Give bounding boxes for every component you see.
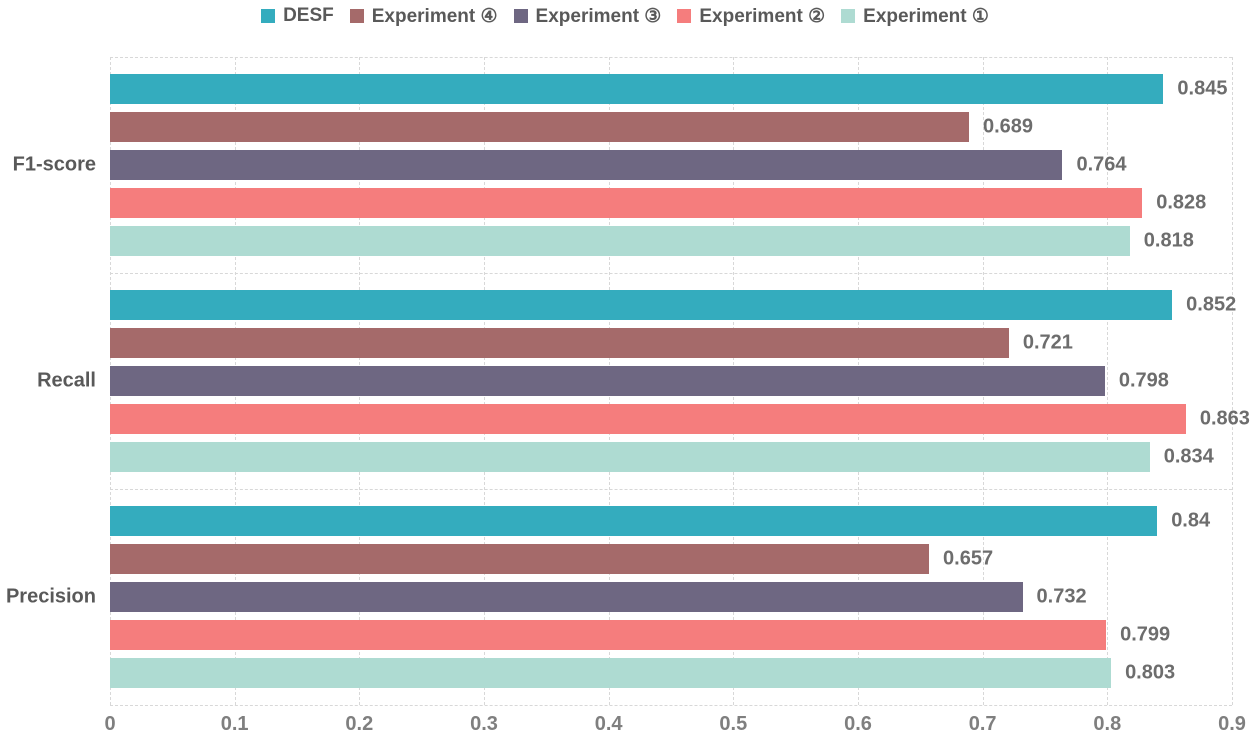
bar-row: 0.721 — [110, 328, 1232, 358]
x-axis-tick-label: 0.2 — [345, 713, 374, 735]
bar-experiment-precision — [110, 544, 930, 574]
bar-row: 0.764 — [110, 150, 1232, 180]
bar-value-label: 0.834 — [1163, 445, 1214, 468]
x-axis-tick-label: 0.1 — [220, 713, 249, 735]
bar-row: 0.657 — [110, 544, 1232, 574]
gridline-horizontal — [110, 705, 1232, 706]
x-axis-tick-label: 0.3 — [470, 713, 498, 735]
legend-label: Experiment ② — [699, 5, 826, 27]
bar-experiment-recall — [110, 442, 1150, 472]
x-axis-tick-label: 0.9 — [1218, 713, 1246, 735]
bar-value-label: 0.852 — [1186, 293, 1237, 316]
bar-row: 0.803 — [110, 658, 1232, 688]
category-label-recall: Recall — [37, 369, 96, 392]
bar-row: 0.863 — [110, 404, 1250, 434]
bar-experiment-f1-score — [110, 150, 1063, 180]
legend-swatch-icon — [349, 9, 364, 23]
bar-experiment-f1-score — [110, 112, 969, 142]
bar-value-label: 0.764 — [1076, 153, 1127, 176]
bar-row: 0.852 — [110, 290, 1236, 320]
gridline-vertical — [1107, 57, 1109, 705]
bar-experiment-precision — [110, 582, 1023, 612]
legend-swatch-icon — [841, 9, 856, 23]
bar-row: 0.732 — [110, 582, 1232, 612]
category-label-f1-score: F1-score — [12, 153, 96, 176]
bar-value-label: 0.828 — [1156, 191, 1207, 214]
bar-desf-f1-score — [110, 74, 1164, 104]
gridline-horizontal — [110, 489, 1232, 490]
bar-value-label: 0.799 — [1120, 623, 1171, 646]
bar-value-label: 0.845 — [1177, 77, 1228, 100]
bar-experiment-f1-score — [110, 188, 1143, 218]
bar-row: 0.798 — [110, 366, 1232, 396]
gridline-vertical — [1232, 57, 1233, 705]
legend-item-experiment: Experiment ③ — [513, 5, 662, 28]
bar-value-label: 0.798 — [1118, 369, 1169, 392]
bar-value-label: 0.732 — [1036, 585, 1087, 608]
legend-swatch-icon — [261, 9, 276, 23]
bar-row: 0.689 — [110, 112, 1232, 142]
legend-swatch-icon — [513, 9, 528, 23]
legend-swatch-icon — [677, 9, 692, 23]
legend-item-experiment: Experiment ① — [841, 5, 989, 28]
category-label-precision: Precision — [5, 585, 96, 608]
chart-legend: DESF Experiment ④ Experiment ③ Experiment ②… — [0, 2, 1250, 30]
bar-value-label: 0.803 — [1125, 661, 1176, 684]
bar-experiment-precision — [110, 620, 1107, 650]
legend-label: DESF — [283, 5, 334, 26]
bar-row: 0.845 — [110, 74, 1232, 104]
bar-experiment-recall — [110, 328, 1009, 358]
legend-item-experiment: Experiment ④ — [349, 5, 498, 28]
gridline-horizontal — [110, 57, 1232, 58]
bar-row: 0.799 — [110, 620, 1232, 650]
bar-value-label: 0.721 — [1022, 331, 1073, 354]
gridline-horizontal — [110, 273, 1232, 274]
bar-experiment-precision — [110, 658, 1112, 688]
bar-value-label: 0.84 — [1171, 509, 1211, 532]
bar-experiment-recall — [110, 366, 1105, 396]
legend-label: Experiment ① — [863, 5, 989, 27]
bar-row: 0.818 — [110, 226, 1232, 256]
legend-item-experiment: Experiment ② — [677, 5, 825, 28]
bar-experiment-f1-score — [110, 226, 1130, 256]
bar-desf-recall — [110, 290, 1173, 320]
x-axis-tick-label: 0.4 — [594, 713, 623, 735]
legend-label: Experiment ④ — [371, 5, 498, 27]
x-axis-tick-label: 0.7 — [968, 713, 997, 735]
bar-row: 0.834 — [110, 442, 1232, 472]
plot-area: 0.845 0.689 0.764 0.828 0.818 0.852 0.721 0.798… — [110, 57, 1250, 706]
bar-row: 0.84 — [110, 506, 1232, 536]
x-axis-tick-label: 0.5 — [719, 713, 748, 735]
bar-value-label: 0.657 — [943, 547, 994, 570]
legend-item-desf: DESF — [261, 5, 334, 27]
bar-desf-precision — [110, 506, 1158, 536]
x-axis-tick-label: 0.6 — [844, 713, 872, 735]
bar-value-label: 0.863 — [1199, 407, 1250, 430]
x-axis-tick-label: 0.8 — [1093, 713, 1122, 735]
legend-label: Experiment ③ — [535, 5, 662, 27]
bar-value-label: 0.818 — [1143, 229, 1194, 252]
bar-experiment-recall — [110, 404, 1186, 434]
x-axis-tick-label: 0 — [104, 713, 116, 735]
bar-row: 0.828 — [110, 188, 1232, 218]
bar-value-label: 0.689 — [982, 115, 1034, 138]
